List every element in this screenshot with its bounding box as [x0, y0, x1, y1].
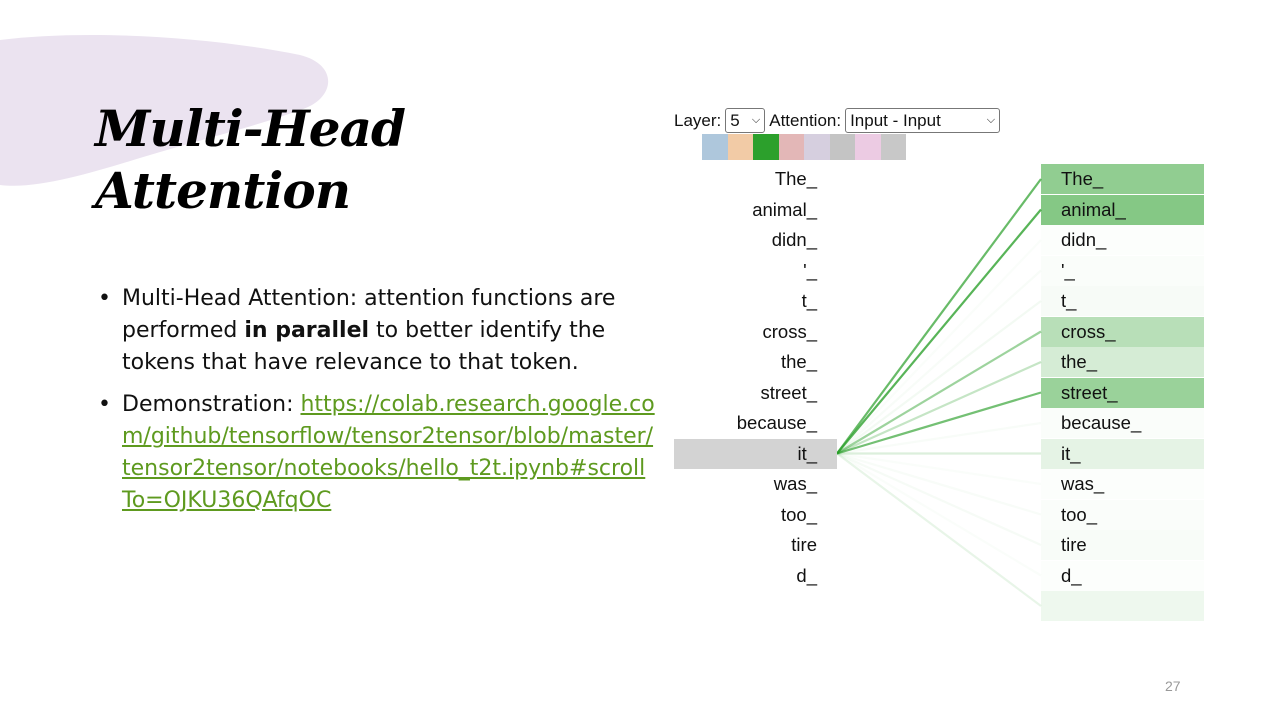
right-token[interactable]: The_ [1041, 164, 1204, 194]
right-token[interactable]: animal_ [1041, 194, 1204, 225]
viz-controls: Layer: 5 ⌵ Attention: Input - Input ⌵ [674, 108, 1001, 133]
right-token[interactable]: '_ [1041, 256, 1204, 286]
left-token[interactable]: t_ [801, 290, 817, 311]
attention-line [837, 454, 1041, 515]
attention-line [837, 454, 1041, 485]
right-token[interactable]: t_ [1041, 286, 1204, 316]
head-swatch[interactable] [702, 134, 728, 160]
left-token[interactable]: too_ [780, 503, 817, 525]
right-token[interactable]: was_ [1061, 473, 1105, 494]
left-token[interactable]: The_ [774, 168, 817, 189]
right-token[interactable]: the_ [1041, 347, 1204, 377]
attention-label: Attention: [769, 110, 842, 130]
attention-line [836, 452, 1042, 607]
left-token[interactable]: didn_ [771, 229, 817, 250]
head-swatch[interactable] [727, 134, 753, 160]
head-swatch[interactable] [778, 134, 804, 160]
head-color-swatches [702, 134, 906, 160]
decorative-brush-stroke [0, 35, 329, 186]
left-token[interactable]: animal_ [752, 198, 817, 220]
attention-line [836, 330, 1042, 455]
attention-line [837, 423, 1041, 454]
left-token[interactable]: d_ [796, 564, 817, 586]
left-token[interactable]: '_ [803, 259, 817, 281]
attention-line [836, 391, 1042, 455]
right-token[interactable]: because_ [1041, 408, 1204, 438]
bullet-item: Demonstration: https://colab.research.go… [98, 389, 658, 517]
head-swatch[interactable] [829, 134, 855, 160]
left-token[interactable]: was_ [773, 473, 817, 494]
left-token[interactable]: street_ [760, 381, 817, 403]
layer-label: Layer: [674, 110, 722, 130]
right-token[interactable]: tire [1041, 530, 1204, 560]
left-token[interactable]: the_ [780, 351, 817, 372]
head-swatch[interactable] [855, 134, 881, 160]
attention-line [836, 300, 1042, 455]
left-token[interactable]: because_ [736, 412, 817, 433]
right-token[interactable]: d_ [1061, 564, 1082, 586]
bullet-list: Multi-Head Attention: attention function… [98, 283, 658, 527]
attention-line [837, 454, 1041, 576]
page-number: 27 [1165, 678, 1181, 694]
head-swatch[interactable] [880, 134, 906, 160]
right-token[interactable]: didn_ [1061, 229, 1107, 250]
colab-link[interactable]: https://colab.research.google.com/github… [122, 392, 655, 513]
chevron-down-icon: ⌵ [986, 114, 996, 126]
attention-line [837, 271, 1041, 454]
attention-line [837, 240, 1041, 454]
left-token[interactable]: it_ [674, 438, 837, 469]
right-token[interactable]: it_ [1041, 438, 1204, 469]
bullet-item: Multi-Head Attention: attention function… [98, 283, 658, 379]
layer-select[interactable]: 5 ⌵ [725, 108, 766, 133]
left-token[interactable]: tire [791, 534, 817, 555]
right-token[interactable] [1041, 591, 1204, 621]
chevron-down-icon: ⌵ [751, 114, 761, 126]
right-token[interactable]: too_ [1041, 500, 1204, 530]
slide-title: Multi-Head Attention [95, 99, 406, 220]
right-token[interactable]: street_ [1041, 377, 1204, 408]
attention-line [836, 178, 1042, 455]
head-swatch[interactable] [753, 134, 779, 160]
attention-line [836, 208, 1042, 455]
attention-select[interactable]: Input - Input ⌵ [845, 108, 1001, 133]
left-token[interactable]: cross_ [762, 320, 818, 342]
head-swatch[interactable] [804, 134, 830, 160]
attention-line [836, 360, 1042, 455]
right-token[interactable]: cross_ [1041, 316, 1204, 347]
attention-line [836, 452, 1042, 547]
